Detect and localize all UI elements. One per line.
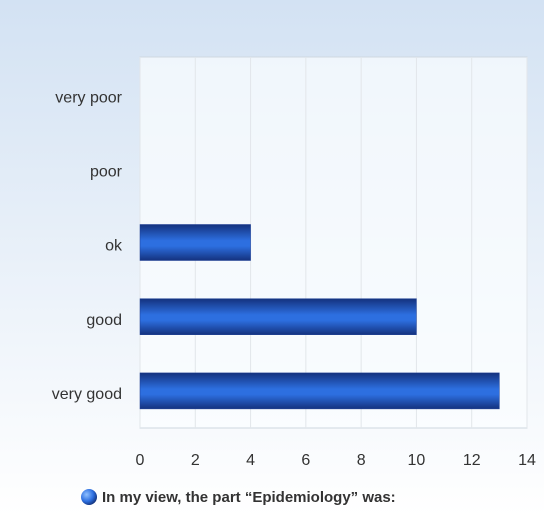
x-tick-label: 4 <box>246 452 255 469</box>
x-tick-label: 2 <box>191 452 200 469</box>
y-tick-label: very poor <box>55 89 122 106</box>
legend-marker <box>81 489 97 505</box>
y-tick-label: good <box>86 312 122 329</box>
x-tick-label: 8 <box>357 452 366 469</box>
bar <box>139 224 251 261</box>
y-tick-label: poor <box>90 164 123 181</box>
x-tick-label: 12 <box>463 452 481 469</box>
bar <box>139 372 500 410</box>
x-tick-label: 6 <box>301 452 310 469</box>
x-tick-label: 10 <box>408 452 426 469</box>
legend-label: In my view, the part “Epidemiology” was: <box>102 489 396 506</box>
y-tick-label: ok <box>105 238 123 255</box>
x-tick-label: 14 <box>518 452 536 469</box>
x-tick-label: 0 <box>136 452 145 469</box>
bar <box>139 298 417 335</box>
y-tick-label: very good <box>52 386 122 403</box>
